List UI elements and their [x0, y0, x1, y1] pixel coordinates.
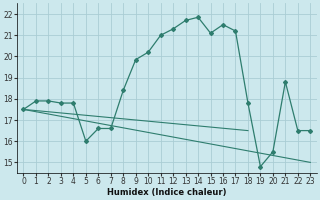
X-axis label: Humidex (Indice chaleur): Humidex (Indice chaleur): [107, 188, 227, 197]
